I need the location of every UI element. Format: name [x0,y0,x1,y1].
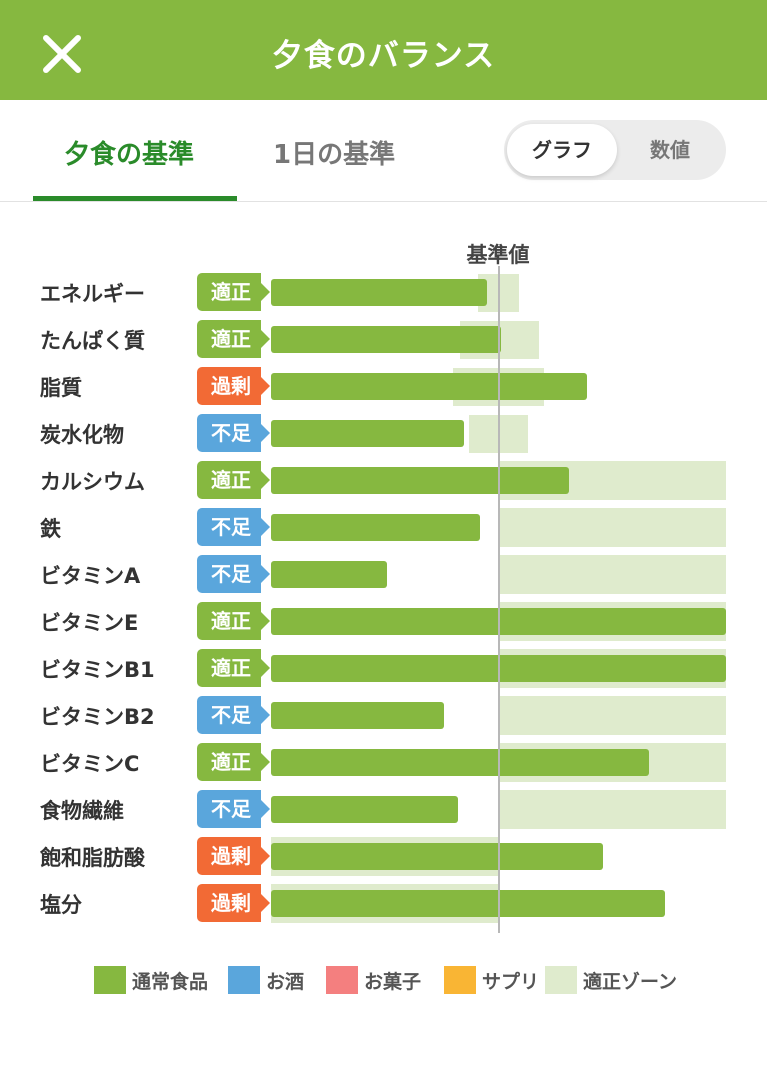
intake-bar [271,326,501,353]
nutrient-label: ビタミンB2 [40,705,155,729]
intake-bar [271,467,570,494]
status-badge: 適正 [197,649,270,687]
tab-bar: 夕食の基準 1日の基準 グラフ 数値 [0,100,767,202]
legend-swatch [228,966,260,994]
nutrient-label: 脂質 [40,376,82,400]
tab-dinner-standard[interactable]: 夕食の基準 [64,140,195,170]
view-toggle: グラフ 数値 [504,120,726,180]
reference-line [498,266,500,933]
nutrient-label: たんぱく質 [40,329,145,353]
nutrient-row: ビタミンB1 適正 [0,646,767,693]
status-badge: 適正 [197,273,270,311]
status-badge: 適正 [197,320,270,358]
legend-label: 通常食品 [132,971,209,993]
nutrient-label: 鉄 [40,517,61,541]
nutrient-label: ビタミンA [40,564,141,588]
legend-swatch [94,966,126,994]
status-badge: 不足 [197,790,270,828]
status-badge: 適正 [197,743,270,781]
nutrient-row: 脂質 過剰 [0,364,767,411]
status-badge: 不足 [197,508,270,546]
nutrient-label: ビタミンC [40,752,140,776]
nutrient-row: ビタミンC 適正 [0,740,767,787]
nutrient-label: 食物繊維 [40,799,124,823]
intake-bar [271,843,604,870]
nutrient-label: 炭水化物 [40,423,124,447]
intake-bar [271,420,465,447]
legend-label: 適正ゾーン [583,971,678,993]
legend-label: お酒 [266,971,305,993]
tab-daily-standard[interactable]: 1日の基準 [273,140,396,170]
ideal-zone [498,696,726,735]
status-badge: 不足 [197,414,270,452]
ideal-zone [498,508,726,547]
nutrient-label: 飽和脂肪酸 [40,846,145,870]
active-tab-indicator [33,196,237,201]
toggle-value-option[interactable]: 数値 [650,138,690,162]
intake-bar [271,702,444,729]
nutrient-row: 鉄 不足 [0,505,767,552]
intake-bar [271,561,388,588]
nutrient-label: ビタミンE [40,611,139,635]
intake-bar [271,890,665,917]
nutrient-row: ビタミンA 不足 [0,552,767,599]
intake-bar [271,514,481,541]
ideal-zone [498,790,726,829]
page-title: 夕食のバランス [271,38,496,74]
intake-bar [271,373,588,400]
nutrient-row: 飽和脂肪酸 過剰 [0,834,767,881]
status-badge: 過剰 [197,884,270,922]
nutrient-row: カルシウム 適正 [0,458,767,505]
nutrient-row: 塩分 過剰 [0,881,767,928]
chart-legend: 通常食品 お酒 お菓子 サプリ 適正ゾーン [0,965,767,995]
ideal-zone [498,555,726,594]
intake-bar [271,796,458,823]
legend-swatch [545,966,577,994]
legend-swatch [444,966,476,994]
reference-label: 基準値 [466,243,530,267]
nutrient-row: たんぱく質 適正 [0,317,767,364]
app-header: 夕食のバランス [0,0,767,100]
nutrient-row: 炭水化物 不足 [0,411,767,458]
nutrient-label: カルシウム [40,470,145,494]
nutrient-label: ビタミンB1 [40,658,155,682]
status-badge: 適正 [197,461,270,499]
nutrient-label: 塩分 [40,893,82,917]
intake-bar [271,279,488,306]
status-badge: 不足 [197,555,270,593]
intake-bar [271,749,649,776]
status-badge: 不足 [197,696,270,734]
nutrient-row: ビタミンE 適正 [0,599,767,646]
status-badge: 過剰 [197,837,270,875]
status-badge: 過剰 [197,367,270,405]
nutrient-row: ビタミンB2 不足 [0,693,767,740]
toggle-graph-option[interactable]: グラフ [507,124,617,176]
nutrient-row: エネルギー 適正 [0,270,767,317]
close-icon [43,35,81,73]
close-button[interactable] [38,30,86,78]
nutrient-label: エネルギー [40,282,145,306]
legend-label: サプリ [482,971,540,993]
nutrient-row: 食物繊維 不足 [0,787,767,834]
legend-label: お菓子 [364,971,422,993]
nutrient-balance-chart: 基準値 エネルギー 適正 たんぱく質 適正 脂質 過剰 炭水化物 不足 カルシウム 適正鉄不足 ビタ… [0,201,767,941]
status-badge: 適正 [197,602,270,640]
legend-swatch [326,966,358,994]
